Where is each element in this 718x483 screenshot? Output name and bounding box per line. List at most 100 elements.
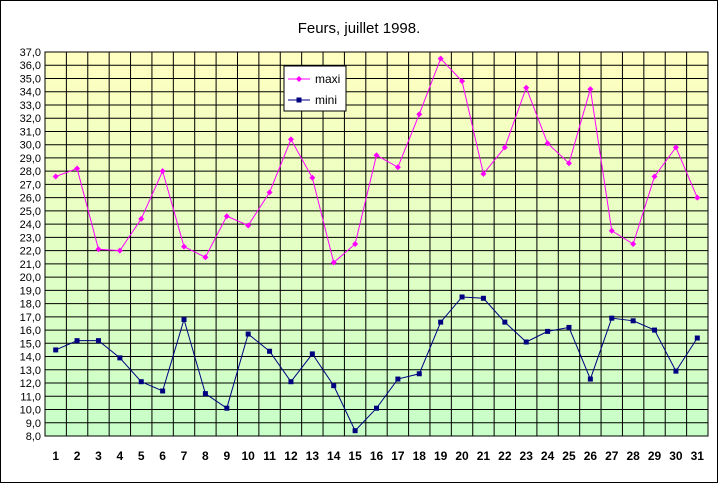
data-point-maxi [330,259,337,266]
data-point-maxi [159,168,166,175]
x-tick-label: 30 [669,449,683,463]
data-point-mini [523,339,529,345]
series-mini [53,294,700,434]
x-tick-label: 10 [241,449,255,463]
data-point-maxi [309,174,316,181]
data-point-mini [245,331,251,337]
y-tick-label: 10,0 [20,405,41,417]
data-point-maxi [373,152,380,159]
x-tick-label: 21 [477,449,491,463]
legend-marker-maxi [296,76,302,82]
chart-title: Feurs, juillet 1998. [297,20,421,37]
y-tick-label: 14,0 [20,352,41,364]
y-tick-label: 9,0 [26,418,41,430]
data-point-mini [288,379,294,385]
y-tick-label: 19,0 [20,285,41,297]
data-point-mini [630,318,636,324]
data-point-mini [160,388,166,394]
x-tick-label: 28 [626,449,640,463]
x-tick-label: 26 [584,449,598,463]
y-tick-label: 35,0 [20,73,41,85]
x-tick-label: 1 [52,449,59,463]
data-point-maxi [565,160,572,167]
x-tick-label: 31 [691,449,705,463]
y-tick-label: 8,0 [26,431,41,443]
data-point-mini [267,348,273,354]
data-point-mini [117,355,123,361]
data-point-mini [224,405,230,411]
y-tick-label: 17,0 [20,312,41,324]
y-tick-label: 34,0 [20,87,41,99]
data-point-maxi [672,144,679,151]
plot-area [44,51,709,437]
grid [44,51,709,437]
data-point-mini [694,335,700,341]
y-tick-label: 15,0 [20,338,41,350]
data-point-mini [566,324,572,330]
legend-label-mini: mini [315,93,337,107]
x-tick-label: 13 [306,449,320,463]
x-tick-label: 27 [605,449,619,463]
data-point-maxi [416,111,423,118]
data-point-maxi [587,86,594,93]
data-point-mini [95,338,101,344]
data-point-maxi [459,78,466,85]
y-tick-label: 23,0 [20,232,41,244]
y-tick-label: 21,0 [20,259,41,271]
data-point-maxi [202,254,209,261]
data-point-maxi [694,194,701,201]
data-point-maxi [245,222,252,229]
series-maxi [52,55,701,266]
x-tick-label: 7 [181,449,188,463]
x-tick-label: 2 [74,449,81,463]
data-point-mini [480,295,486,301]
y-tick-label: 29,0 [20,153,41,165]
y-tick-label: 18,0 [20,299,41,311]
y-tick-label: 11,0 [20,391,41,403]
x-tick-label: 16 [370,449,384,463]
data-point-maxi [523,84,530,91]
data-point-mini [459,294,465,300]
y-tick-label: 24,0 [20,219,41,231]
data-point-mini [545,328,551,334]
x-tick-label: 11 [263,449,276,463]
data-point-mini [74,338,80,344]
data-point-mini [181,316,187,322]
x-tick-label: 3 [95,449,102,463]
x-tick-label: 14 [327,449,341,463]
y-tick-label: 30,0 [20,140,41,152]
x-tick-label: 17 [391,449,405,463]
data-point-maxi [223,213,230,220]
data-point-maxi [651,173,658,180]
data-point-maxi [608,227,615,234]
data-point-mini [138,379,144,385]
data-point-maxi [138,215,145,222]
x-axis: 1 2 3 4 5 6 7 8 9 10 11 12 13 14 15 16 17 18 19 20 21 22 23 24 2… [52,449,704,463]
data-point-mini [395,376,401,382]
data-point-mini [53,347,59,353]
y-tick-label: 33,0 [20,100,41,112]
data-point-maxi [352,241,359,247]
x-tick-label: 19 [434,449,448,463]
y-tick-label: 26,0 [20,193,41,205]
data-point-mini [609,315,615,321]
x-tick-label: 9 [223,449,230,463]
y-tick-label: 31,0 [20,126,41,138]
y-tick-label: 16,0 [20,325,41,337]
y-tick-label: 32,0 [20,113,41,125]
data-point-maxi [74,165,81,172]
data-point-maxi [437,55,444,62]
x-tick-label: 15 [348,449,362,463]
data-point-maxi [95,246,102,253]
data-point-maxi [287,136,294,143]
data-point-mini [331,383,337,389]
data-point-mini [438,319,444,325]
legend-label-maxi: maxi [315,72,340,86]
data-point-mini [416,371,422,377]
data-point-mini [673,368,679,374]
data-point-maxi [544,140,551,147]
series-layer [52,55,701,434]
x-tick-label: 18 [413,449,427,463]
